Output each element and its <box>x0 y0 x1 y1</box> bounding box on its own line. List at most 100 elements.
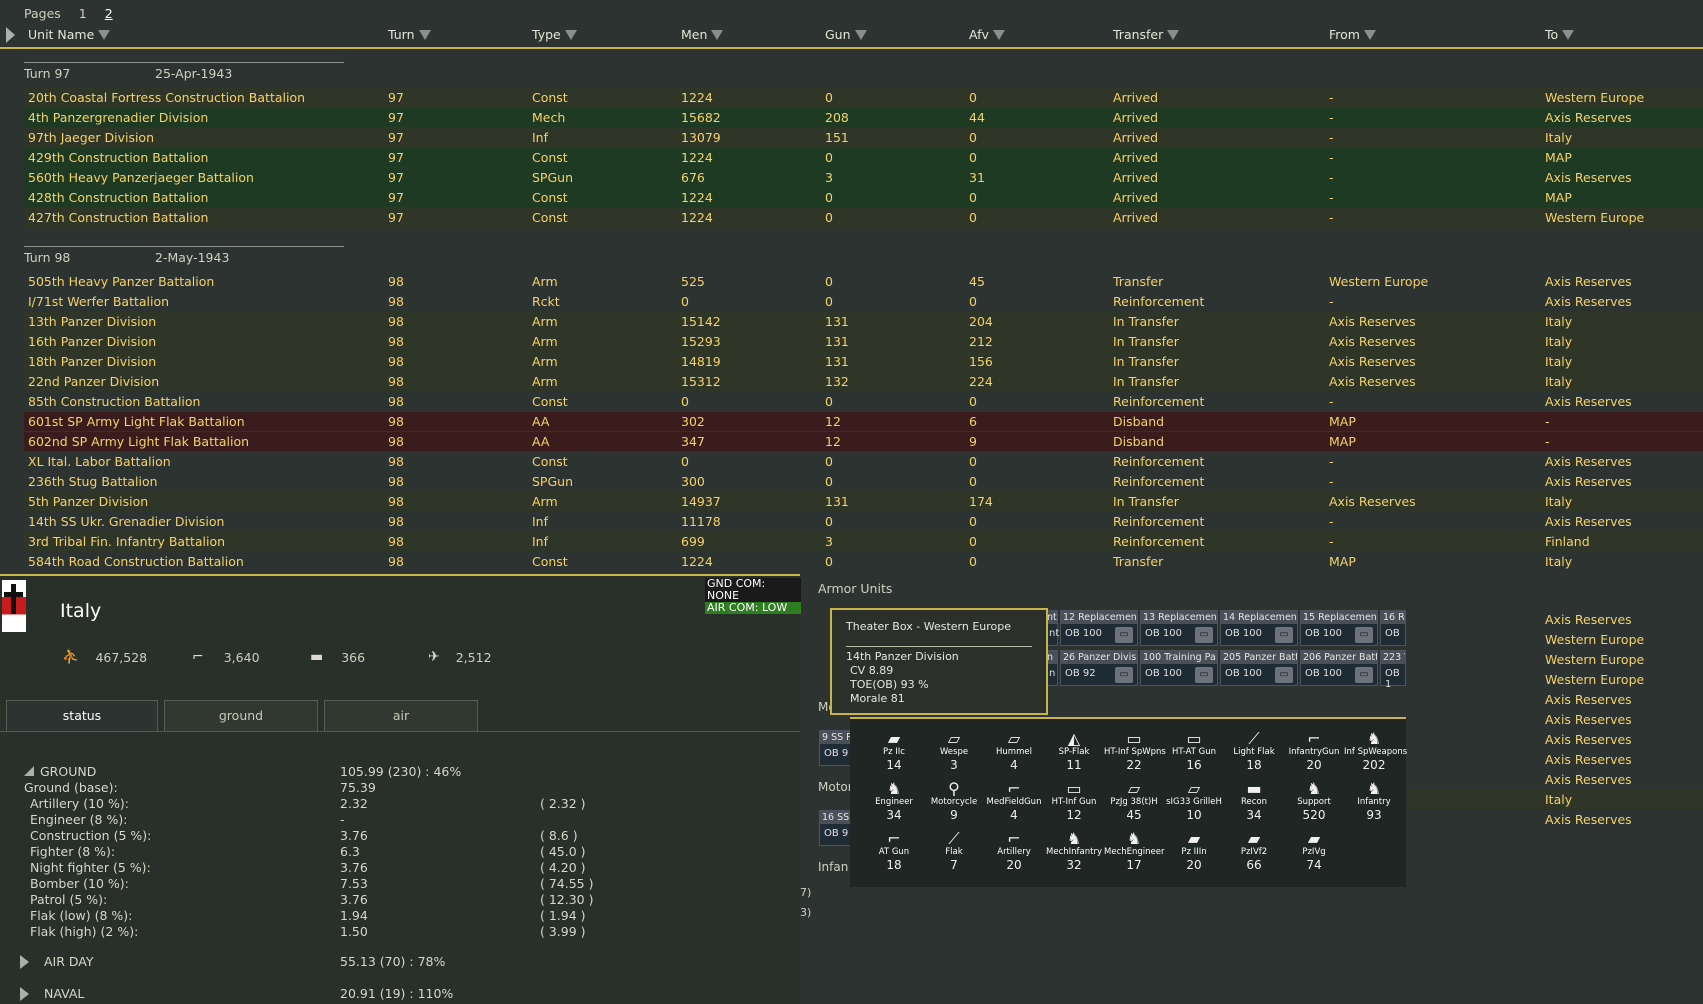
tab-status[interactable]: status <box>6 700 158 732</box>
filter-icon[interactable] <box>418 30 431 40</box>
col-transfer[interactable]: Transfer <box>1113 27 1180 42</box>
unit-name[interactable]: XL Ital. Labor Battalion <box>28 454 171 469</box>
unit-name[interactable]: 97th Jaeger Division <box>28 130 155 145</box>
unit-name[interactable]: 13th Panzer Division <box>28 314 157 329</box>
col-label: Transfer <box>1113 27 1164 42</box>
table-row[interactable]: 97th Jaeger Division 97 Inf 13079 151 0 Arrive… <box>24 128 1703 147</box>
expand-icon[interactable] <box>20 987 29 1001</box>
tab-ground[interactable]: ground <box>164 700 318 732</box>
expand-icon[interactable] <box>20 955 29 969</box>
card-ob: OB 100 <box>1065 628 1102 639</box>
table-row[interactable]: 601st SP Army Light Flak Battalion 98 AA 30… <box>24 412 1703 431</box>
table-row[interactable]: 428th Construction Battalion 97 Const 1224 0… <box>24 188 1703 207</box>
status-paren: ( 12.30 ) <box>540 892 594 907</box>
filter-icon[interactable] <box>992 30 1005 40</box>
cell-transfer: Arrived <box>1113 210 1159 225</box>
unit-card[interactable]: 12 Replacemen OB 100 ▭ <box>1060 610 1138 646</box>
unit-name[interactable]: 16th Panzer Division <box>28 334 157 349</box>
card-title: 26 Panzer Divis <box>1061 651 1137 664</box>
unit-name[interactable]: 429th Construction Battalion <box>28 150 209 165</box>
tab-air[interactable]: air <box>324 700 478 732</box>
col-afv[interactable]: Afv <box>969 27 1005 42</box>
unit-name[interactable]: 20th Coastal Fortress Construction Batta… <box>28 90 306 105</box>
table-row[interactable]: 14th SS Ukr. Grenadier Division 98 Inf 1117… <box>24 512 1703 531</box>
status-paren: ( 45.0 ) <box>540 844 586 859</box>
col-unit-name[interactable]: Unit Name <box>28 27 111 42</box>
page-link-2[interactable]: 2 <box>104 6 113 21</box>
table-row[interactable]: 85th Construction Battalion 98 Const 0 0 0 Rei… <box>24 392 1703 411</box>
unit-name[interactable]: 5th Panzer Division <box>28 494 149 509</box>
unit-card[interactable]: 16 Re OB <box>1380 610 1406 646</box>
filter-icon[interactable] <box>98 30 111 40</box>
unit-card-16ss[interactable]: 16 SS OB 9 <box>819 810 853 846</box>
unit-name[interactable]: 505th Heavy Panzer Battalion <box>28 274 215 289</box>
cell-from: Axis Reserves <box>1329 354 1416 369</box>
filter-icon[interactable] <box>854 30 867 40</box>
unit-card[interactable]: 223 V OB 1 <box>1380 650 1406 690</box>
table-row[interactable]: 505th Heavy Panzer Battalion 98 Arm 525 0 45 T… <box>24 272 1703 291</box>
unit-name[interactable]: 602nd SP Army Light Flak Battalion <box>28 434 250 449</box>
unit-card-9ss[interactable]: 9 SS Pz OB 9 <box>819 730 853 766</box>
table-row[interactable]: 22nd Panzer Division 98 Arm 15312 132 224 In T… <box>24 372 1703 391</box>
equipment-item: ▰ PzIVf2 66 <box>1224 831 1284 873</box>
pages-nav: Pages 1 2 <box>24 6 113 22</box>
col-to[interactable]: To <box>1545 27 1575 42</box>
air-day-row[interactable]: AIR DAY 55.13 (70) : 78% <box>20 954 724 970</box>
table-row[interactable]: 427th Construction Battalion 97 Const 1224 0… <box>24 208 1703 227</box>
unit-card[interactable]: 15 Replacemen OB 100 ▭ <box>1300 610 1378 646</box>
table-row[interactable]: 584th Road Construction Battalion 98 Const… <box>24 552 1703 571</box>
table-row[interactable]: 3rd Tribal Fin. Infantry Battalion 98 Inf 6… <box>24 532 1703 551</box>
collapse-icon[interactable] <box>24 766 34 776</box>
unit-name[interactable]: I/71st Werfer Battalion <box>28 294 170 309</box>
table-row[interactable]: 4th Panzergrenadier Division 97 Mech 15682 2… <box>24 108 1703 127</box>
unit-name[interactable]: 14th SS Ukr. Grenadier Division <box>28 514 225 529</box>
unit-name[interactable]: 22nd Panzer Division <box>28 374 160 389</box>
col-men[interactable]: Men <box>681 27 724 42</box>
unit-name[interactable]: 427th Construction Battalion <box>28 210 209 225</box>
table-row[interactable]: XL Ital. Labor Battalion 98 Const 0 0 0 Reinfo… <box>24 452 1703 471</box>
expand-all-icon[interactable] <box>6 27 15 43</box>
cell-to: Italy <box>1545 494 1573 509</box>
filter-icon[interactable] <box>1167 30 1180 40</box>
unit-name[interactable]: 428th Construction Battalion <box>28 190 209 205</box>
page-link-1[interactable]: 1 <box>78 6 87 21</box>
unit-name[interactable]: 236th Stug Battalion <box>28 474 158 489</box>
filter-icon[interactable] <box>1363 30 1376 40</box>
flak-vehicle-icon: ◭ <box>1067 729 1081 748</box>
unit-card[interactable]: 206 Panzer Batt OB 100 ▭ <box>1300 650 1378 686</box>
table-row[interactable]: 429th Construction Battalion 97 Const 1224 0… <box>24 148 1703 167</box>
unit-card[interactable]: 205 Panzer Batt OB 100 ▭ <box>1220 650 1298 686</box>
table-row[interactable]: 602nd SP Army Light Flak Battalion 98 AA 34… <box>24 432 1703 451</box>
unit-card[interactable]: 26 Panzer Divis OB 92 ▭ <box>1060 650 1138 686</box>
unit-card[interactable]: 100 Training Pa OB 100 ▭ <box>1140 650 1218 686</box>
unit-card[interactable]: 13 Replacemen OB 100 ▭ <box>1140 610 1218 646</box>
equipment-count: 16 <box>1186 758 1202 772</box>
table-row[interactable]: 20th Coastal Fortress Construction Batta… <box>24 88 1703 107</box>
unit-name[interactable]: 560th Heavy Panzerjaeger Battalion <box>28 170 254 185</box>
filter-icon[interactable] <box>711 30 724 40</box>
table-row[interactable]: 16th Panzer Division 98 Arm 15293 131 212 In T… <box>24 332 1703 351</box>
table-row[interactable]: 560th Heavy Panzerjaeger Battalion 97 SPGu… <box>24 168 1703 187</box>
col-type[interactable]: Type <box>532 27 577 42</box>
col-turn[interactable]: Turn <box>388 27 431 42</box>
unit-name[interactable]: 584th Road Construction Battalion <box>28 554 244 569</box>
table-row[interactable]: 236th Stug Battalion 98 SPGun 300 0 0 Reinforc… <box>24 472 1703 491</box>
cell-type: Const <box>532 190 568 205</box>
unit-name[interactable]: 3rd Tribal Fin. Infantry Battalion <box>28 534 226 549</box>
table-row[interactable]: 13th Panzer Division 98 Arm 15142 131 204 In T… <box>24 312 1703 331</box>
filter-icon[interactable] <box>564 30 577 40</box>
unit-name[interactable]: 601st SP Army Light Flak Battalion <box>28 414 245 429</box>
table-row[interactable]: I/71st Werfer Battalion 98 Rckt 0 0 0 Reinforc… <box>24 292 1703 311</box>
unit-name[interactable]: 4th Panzergrenadier Division <box>28 110 209 125</box>
col-from[interactable]: From <box>1329 27 1376 42</box>
naval-row[interactable]: NAVAL 20.91 (19) : 110% <box>20 986 724 1002</box>
unit-name[interactable]: 18th Panzer Division <box>28 354 157 369</box>
filter-icon[interactable] <box>1562 30 1575 40</box>
table-row[interactable]: 18th Panzer Division 98 Arm 14819 131 156 In T… <box>24 352 1703 371</box>
table-row[interactable]: 5th Panzer Division 98 Arm 14937 131 174 In Tr… <box>24 492 1703 511</box>
unit-card[interactable]: 14 Replacemen OB 100 ▭ <box>1220 610 1298 646</box>
unit-name[interactable]: 85th Construction Battalion <box>28 394 201 409</box>
col-gun[interactable]: Gun <box>825 27 867 42</box>
cell-gun: 0 <box>825 210 833 225</box>
ground-row[interactable]: GROUND 105.99 (230) : 46% <box>24 764 724 780</box>
